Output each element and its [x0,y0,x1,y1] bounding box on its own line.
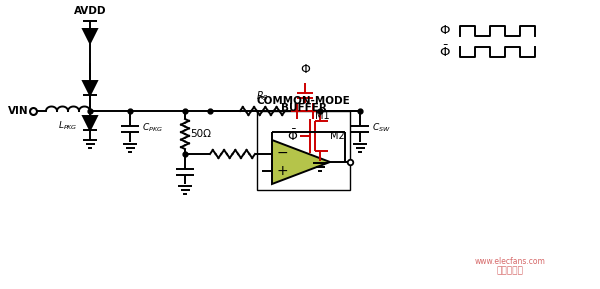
Text: $R_S$: $R_S$ [256,89,269,103]
Text: 电子发烧友: 电子发烧友 [497,266,523,275]
Text: −: − [276,146,288,160]
Text: M2: M2 [330,131,345,141]
Text: VIN: VIN [8,106,29,116]
Text: Φ: Φ [300,63,310,76]
Text: 50Ω: 50Ω [190,129,211,139]
Text: +: + [276,164,288,178]
Text: COMMON-MODE: COMMON-MODE [257,96,350,106]
Text: M1: M1 [315,111,329,121]
Text: AVDD: AVDD [74,6,106,16]
Bar [257,111,350,190]
Text: $L_{PKG}$: $L_{PKG}$ [58,120,78,132]
Text: BUFFER: BUFFER [281,103,326,113]
Text: Φ: Φ [440,25,450,38]
Polygon shape [272,140,330,184]
Text: www.elecfans.com: www.elecfans.com [475,257,545,266]
Text: $\bar{\Phi}$: $\bar{\Phi}$ [287,128,298,144]
Text: $\bar{\Phi}$: $\bar{\Phi}$ [439,44,451,60]
Polygon shape [83,29,97,43]
Text: $C_{SW}$: $C_{SW}$ [372,122,391,134]
Polygon shape [83,116,97,130]
Text: $C_{PKG}$: $C_{PKG}$ [142,122,163,134]
Polygon shape [83,81,97,95]
